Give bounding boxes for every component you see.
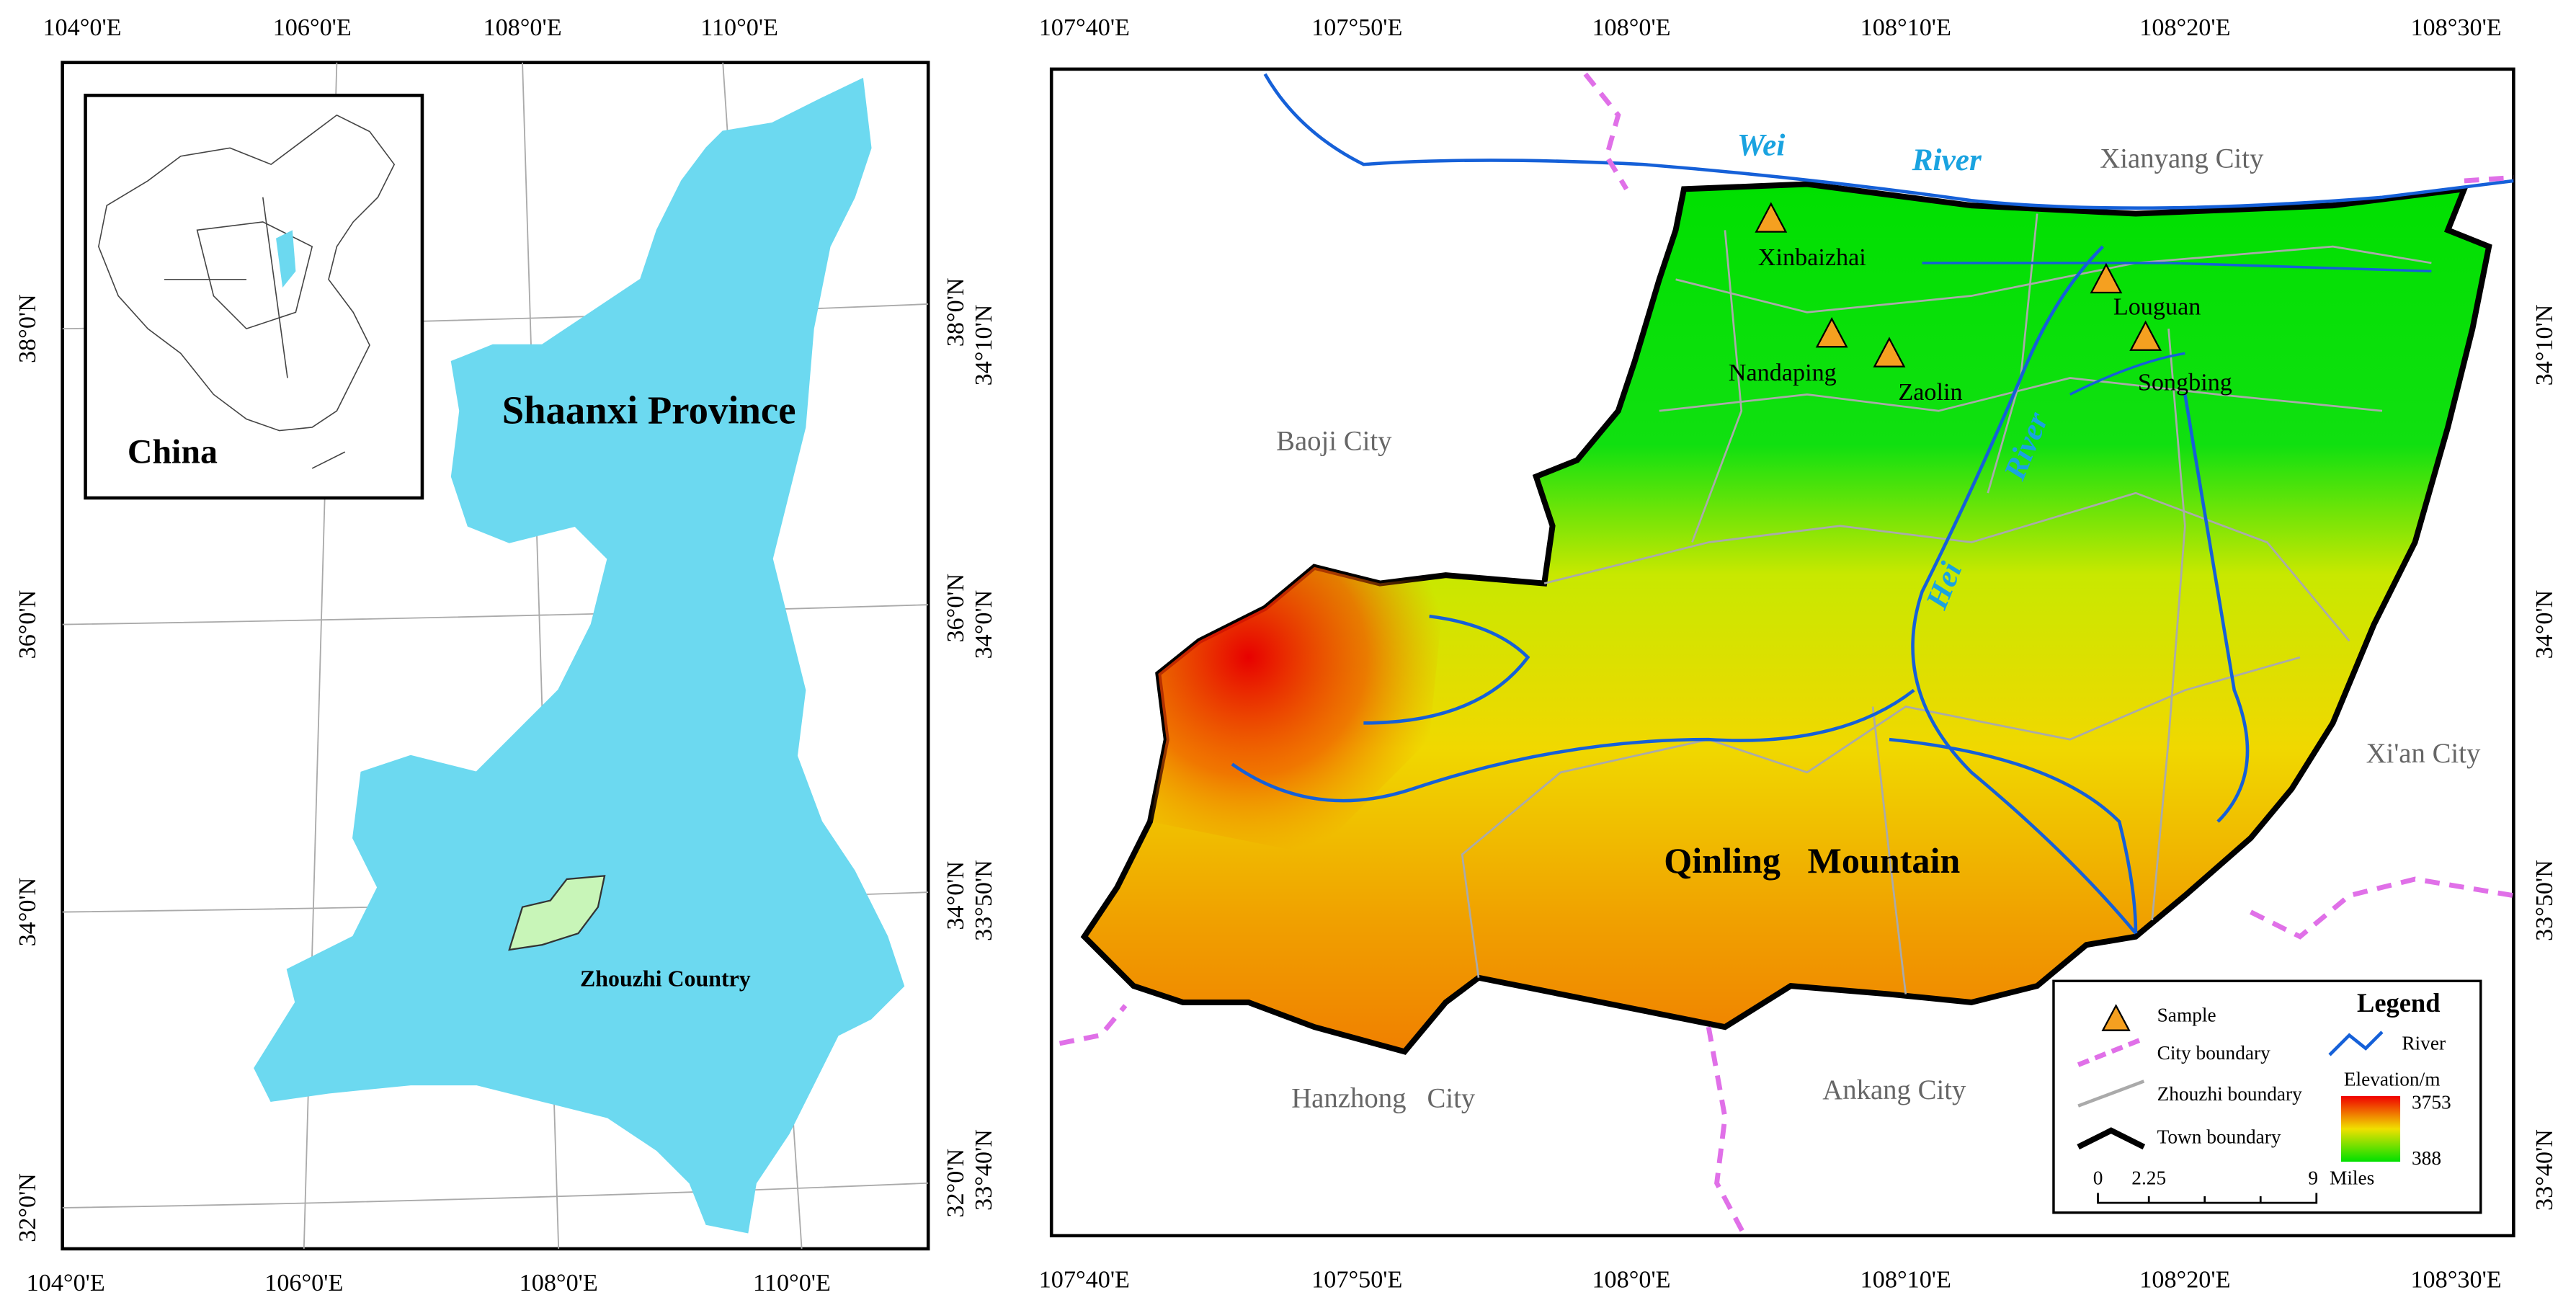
coordinate-label: 107°40'E	[1039, 14, 1130, 41]
coordinate-label: 36°0'N	[942, 574, 969, 643]
coordinate-label: 34°0'N	[942, 861, 969, 930]
sample-label: Songbing	[2138, 370, 2232, 396]
coordinate-label: 108°20'E	[2139, 14, 2230, 41]
rivers	[1231, 73, 2514, 935]
sample-site	[2090, 262, 2123, 294]
zhouzhi-boundaries	[1461, 213, 2432, 994]
county-label: Zhouzhi Country	[580, 966, 751, 992]
legend-city-symbol	[2077, 1036, 2145, 1067]
elevation-colorbar	[2340, 1095, 2401, 1162]
shaanxi-province	[254, 77, 905, 1234]
elevation-max: 3753	[2412, 1092, 2451, 1113]
coordinate-label: 34°10'N	[2531, 304, 2558, 386]
river-label: River	[1912, 143, 1982, 177]
coordinate-label: 38°0'N	[942, 277, 969, 347]
coordinate-label: 108°0'E	[1592, 14, 1670, 41]
legend-title: Legend	[2357, 989, 2441, 1018]
sample-site	[1755, 202, 1788, 233]
coordinate-label: 108°30'E	[2410, 1266, 2501, 1293]
coordinate-label: 107°50'E	[1311, 14, 1402, 41]
city-label: Ankang City	[1822, 1074, 1966, 1105]
city-label: Baoji City	[1276, 426, 1392, 457]
coordinate-label: 32°0'N	[14, 1173, 41, 1242]
city-label: Xi'an City	[2366, 738, 2481, 769]
scale-label: 0	[2093, 1167, 2103, 1188]
coordinate-label: 108°20'E	[2139, 1266, 2230, 1293]
legend-label: Zhouzhi boundary	[2157, 1083, 2303, 1105]
coordinate-label: 104°0'E	[43, 14, 121, 41]
legend-box	[2052, 979, 2482, 1214]
coordinate-label: 106°0'E	[273, 14, 352, 41]
province-label: Shaanxi Province	[502, 388, 796, 432]
legend-label: City boundary	[2157, 1042, 2271, 1064]
mountain-label: Qinling Mountain	[1664, 840, 1960, 881]
coordinate-label: 108°0'E	[483, 14, 561, 41]
legend-river-symbol	[2328, 1031, 2384, 1056]
sample-site	[1815, 317, 1848, 348]
elevation-min: 388	[2412, 1147, 2441, 1169]
coordinate-label: 108°30'E	[2410, 14, 2501, 41]
city-label: Hanzhong City	[1291, 1083, 1476, 1114]
legend-label: Town boundary	[2157, 1126, 2281, 1147]
sample-label: Xinbaizhai	[1758, 244, 1866, 271]
china-outline	[97, 114, 396, 469]
coordinate-label: 33°40'N	[971, 1129, 997, 1211]
legend-town-symbol	[2077, 1127, 2146, 1150]
sample-label: Nandaping	[1729, 360, 1837, 386]
coordinate-label: 110°0'E	[753, 1270, 831, 1296]
scale-label: 9	[2308, 1167, 2318, 1188]
coordinate-label: 33°50'N	[2531, 860, 2558, 941]
coordinate-label: 38°0'N	[14, 294, 41, 363]
peak-shading	[1149, 566, 1446, 855]
coordinate-label: 36°0'N	[14, 590, 41, 659]
sample-site	[1873, 337, 1906, 368]
scale-label: 2.25	[2131, 1167, 2166, 1188]
legend-label: Sample	[2157, 1005, 2216, 1026]
coordinate-label: 108°10'E	[1860, 1266, 1951, 1293]
china-shaanxi-highlight	[276, 230, 296, 288]
sample-label: Louguan	[2113, 294, 2201, 321]
coordinate-label: 107°40'E	[1039, 1266, 1130, 1293]
river-label: Wei	[1737, 128, 1786, 162]
sample-label: Zaolin	[1898, 379, 1962, 406]
coordinate-label: 34°10'N	[971, 304, 997, 386]
coordinate-label: 104°0'E	[27, 1270, 105, 1296]
coordinate-label: 108°0'E	[1592, 1266, 1670, 1293]
coordinate-label: 33°40'N	[2531, 1129, 2558, 1211]
coordinate-label: 107°50'E	[1311, 1266, 1402, 1293]
zhouzhi-county	[508, 875, 606, 951]
coordinate-label: 106°0'E	[264, 1270, 343, 1296]
coordinate-label: 110°0'E	[700, 14, 778, 41]
city-boundaries	[1059, 72, 2514, 1237]
legend-label: River	[2402, 1032, 2446, 1054]
coordinate-label: 34°0'N	[14, 878, 41, 947]
inset-frame	[84, 94, 424, 500]
sample-site	[2129, 320, 2162, 351]
coordinate-label: 34°0'N	[971, 590, 997, 659]
scale-bar	[2097, 1193, 2318, 1204]
legend-sample-symbol	[2101, 1004, 2131, 1031]
coordinate-label: 34°0'N	[2531, 590, 2558, 659]
legend-label: Elevation/m	[2344, 1069, 2441, 1090]
city-label: Xianyang City	[2100, 143, 2264, 174]
coordinate-label: 33°50'N	[971, 860, 997, 941]
scale-label: Miles	[2330, 1167, 2374, 1188]
coordinate-label: 108°10'E	[1860, 14, 1951, 41]
legend-zhouzhi-symbol	[2077, 1080, 2145, 1108]
coordinate-label: 32°0'N	[942, 1149, 969, 1218]
inset-label: China	[128, 433, 218, 471]
coordinate-label: 108°0'E	[520, 1270, 598, 1296]
samples: Xinbaizhai Nandaping Zaolin Louguan Songbing	[1729, 202, 2232, 406]
